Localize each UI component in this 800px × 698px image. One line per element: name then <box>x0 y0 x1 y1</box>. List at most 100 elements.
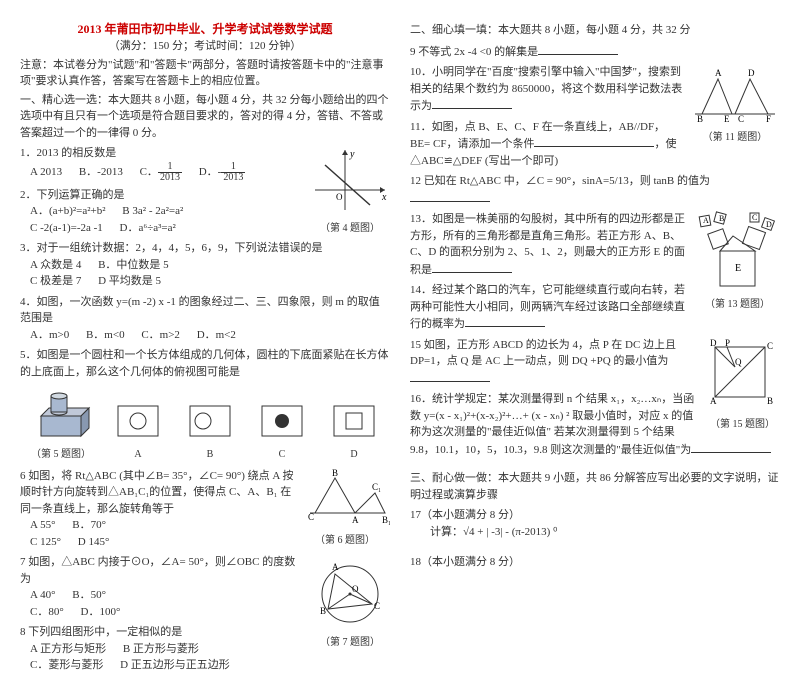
figure-11: A D B E C F （第 11 题图） <box>690 64 780 145</box>
q14-text: 14．经过某个路口的汽车，它可能继续直行或向右转，若两种可能性大小相同，则两辆汽… <box>410 284 685 330</box>
svg-text:B: B <box>320 606 326 616</box>
q7-opt-c: C．80° <box>30 604 64 621</box>
figure-15: D P C A B Q （第 15 题图） <box>705 337 780 433</box>
q7-opt-d: D．100° <box>81 604 121 621</box>
question-3: 3．对于一组统计数据：2，4，4，5，6，9，下列说法错误的是 A 众数是 4 … <box>20 240 390 290</box>
q8-opt-d: D 正五边形与正五边形 <box>120 657 230 674</box>
q1-opt-b: B．-2013 <box>79 164 123 181</box>
figure-5-caption: （第 5 题图） <box>31 447 91 462</box>
svg-text:C₁: C₁ <box>372 482 381 492</box>
q17-expr: 计算：√4 + | -3| - (π-2013) ⁰ <box>430 524 780 541</box>
q4-opt-c: C．m>2 <box>141 327 180 344</box>
q4-opt-a: A．m>0 <box>30 327 69 344</box>
figure-7-caption: （第 7 题图） <box>310 635 390 650</box>
q3-opt-a: A 众数是 4 <box>30 257 81 274</box>
figure-15-caption: （第 15 题图） <box>705 417 780 432</box>
svg-text:B₁: B₁ <box>382 515 390 525</box>
q1-opt-a: A 2013 <box>30 164 62 181</box>
svg-text:A: A <box>710 396 717 406</box>
question-5: 5．如图是一个圆柱和一个长方体组成的几何体，圆柱的下底面紧贴在长方体的上底面上，… <box>20 347 390 380</box>
svg-text:C: C <box>767 341 773 351</box>
q6-opt-d: D 145° <box>78 534 110 551</box>
svg-text:B: B <box>697 114 703 124</box>
section-1-heading: 一、精心选一选：本大题共 8 小题，每小题 4 分，共 32 分每小题给出的四个… <box>20 92 390 142</box>
exam-page: 2013 年莆田市初中毕业、升学考试试卷数学试题 （满分：150 分；考试时间：… <box>20 20 780 678</box>
question-13: A B C D E （第 13 题图） 13．如图是一株美丽的勾股树，其中所有的… <box>410 211 780 278</box>
q5-opt-c: C <box>257 401 307 462</box>
svg-text:C: C <box>738 114 744 124</box>
q1-opt-d: D．-12013 <box>199 162 246 183</box>
svg-text:y: y <box>349 149 355 160</box>
q3-opt-d: D 平均数是 5 <box>98 273 161 290</box>
svg-text:C: C <box>752 213 757 222</box>
q6-opt-a: A 55° <box>30 517 56 534</box>
question-6: B C A C₁ B₁ （第 6 题图） 6 如图，将 Rt△ABC (其中∠B… <box>20 468 390 551</box>
q9-text: 9 不等式 2x -4 <0 的解集是 <box>410 46 538 58</box>
question-18: 18（本小题满分 8 分） <box>410 554 780 571</box>
q3-opt-c: C 极差是 7 <box>30 273 81 290</box>
figure-11-caption: （第 11 题图） <box>690 130 780 145</box>
blank-13 <box>432 261 512 273</box>
question-4: 4．如图，一次函数 y=(m -2) x -1 的图象经过二、三、四象限，则 m… <box>20 294 390 344</box>
figure-6: B C A C₁ B₁ （第 6 题图） <box>300 468 390 549</box>
figure-13: A B C D E （第 13 题图） <box>695 211 780 312</box>
figure-6-caption: （第 6 题图） <box>300 533 390 548</box>
section-3-heading: 三、耐心做一做：本大题共 9 小题，共 86 分解答应写出必要的文字说明，证明过… <box>410 470 780 503</box>
svg-text:C: C <box>308 512 314 522</box>
q5-opt-a: A <box>113 401 163 462</box>
svg-text:x: x <box>381 192 387 203</box>
svg-text:B: B <box>332 468 338 478</box>
q2-opt-c: C -2(a-1)=-2a -1 <box>30 220 103 237</box>
section-2-heading: 二、细心填一填：本大题共 8 小题，每小题 4 分，共 32 分 <box>410 22 780 39</box>
svg-text:A: A <box>715 68 722 78</box>
svg-text:D: D <box>748 68 755 78</box>
blank-11 <box>534 135 654 147</box>
q7-opt-a: A 40° <box>30 587 56 604</box>
svg-text:D: D <box>710 338 717 348</box>
svg-text:O: O <box>336 192 343 202</box>
question-10: A D B E C F （第 11 题图） 10．小明同学在"百度"搜索引擎中输… <box>410 64 780 115</box>
exam-subtitle: （满分：150 分；考试时间：120 分钟） <box>20 38 390 55</box>
right-column: 二、细心填一填：本大题共 8 小题，每小题 4 分，共 32 分 9 不等式 2… <box>410 20 780 678</box>
q15-text: 15 如图，正方形 ABCD 的边长为 4，点 P 在 DC 边上且 DP=1，… <box>410 339 676 368</box>
q4-opt-b: B．m<0 <box>86 327 125 344</box>
q2-opt-d: D．a⁶÷a³=a² <box>120 220 176 237</box>
left-column: 2013 年莆田市初中毕业、升学考试试卷数学试题 （满分：150 分；考试时间：… <box>20 20 390 678</box>
figure-7: A B C O （第 7 题图） <box>310 554 390 650</box>
question-12: 12 已知在 Rt△ABC 中，∠C = 90°，sinA=5/13，则 tan… <box>410 173 780 207</box>
q8-opt-a: A 正方形与矩形 <box>30 641 106 658</box>
q3-opt-b: B．中位数是 5 <box>98 257 169 274</box>
blank-10 <box>432 97 512 109</box>
q5-text: 5．如图是一个圆柱和一个长方体组成的几何体，圆柱的下底面紧贴在长方体的上底面上，… <box>20 347 390 380</box>
svg-text:Q: Q <box>735 357 742 367</box>
svg-text:B: B <box>719 214 724 223</box>
svg-text:C: C <box>374 601 380 611</box>
exam-title: 2013 年莆田市初中毕业、升学考试试卷数学试题 <box>20 20 390 38</box>
q5-opt-d: D <box>329 401 379 462</box>
svg-text:O: O <box>352 584 359 594</box>
q4-opt-d: D．m<2 <box>197 327 236 344</box>
q8-opt-c: C．菱形与菱形 <box>30 657 103 674</box>
blank-9 <box>538 43 618 55</box>
figure-13-caption: （第 13 题图） <box>695 297 780 312</box>
q3-text: 3．对于一组统计数据：2，4，4，5，6，9，下列说法错误的是 <box>20 240 390 257</box>
q4-text: 4．如图，一次函数 y=(m -2) x -1 的图象经过二、三、四象限，则 m… <box>20 294 390 327</box>
q6-opt-c: C 125° <box>30 534 61 551</box>
question-15: D P C A B Q （第 15 题图） 15 如图，正方形 ABCD 的边长… <box>410 337 780 388</box>
q1-opt-c: C．12013 <box>140 162 182 183</box>
svg-text:A: A <box>703 216 709 225</box>
question-1: x y O （第 4 题图） 1．2013 的相反数是 A 2013 B．-20… <box>20 145 390 183</box>
question-7: A B C O （第 7 题图） 7 如图，△ABC 内接于⊙O，∠A= 50°… <box>20 554 390 620</box>
svg-text:E: E <box>735 263 741 274</box>
blank-12 <box>410 190 490 202</box>
blank-14 <box>465 315 545 327</box>
figure-4: x y O （第 4 题图） <box>310 145 390 236</box>
svg-text:P: P <box>725 338 730 348</box>
q5-opt-b: B <box>185 401 235 462</box>
svg-text:D: D <box>766 220 772 229</box>
q6-opt-b: B．70° <box>72 517 106 534</box>
svg-text:F: F <box>766 114 771 124</box>
q12-text: 12 已知在 Rt△ABC 中，∠C = 90°，sinA=5/13，则 tan… <box>410 175 710 187</box>
notice: 注意：本试卷分为"试题"和"答题卡"两部分，答题时请按答题卡中的"注意事项"要求… <box>20 57 390 90</box>
svg-text:B: B <box>767 396 773 406</box>
